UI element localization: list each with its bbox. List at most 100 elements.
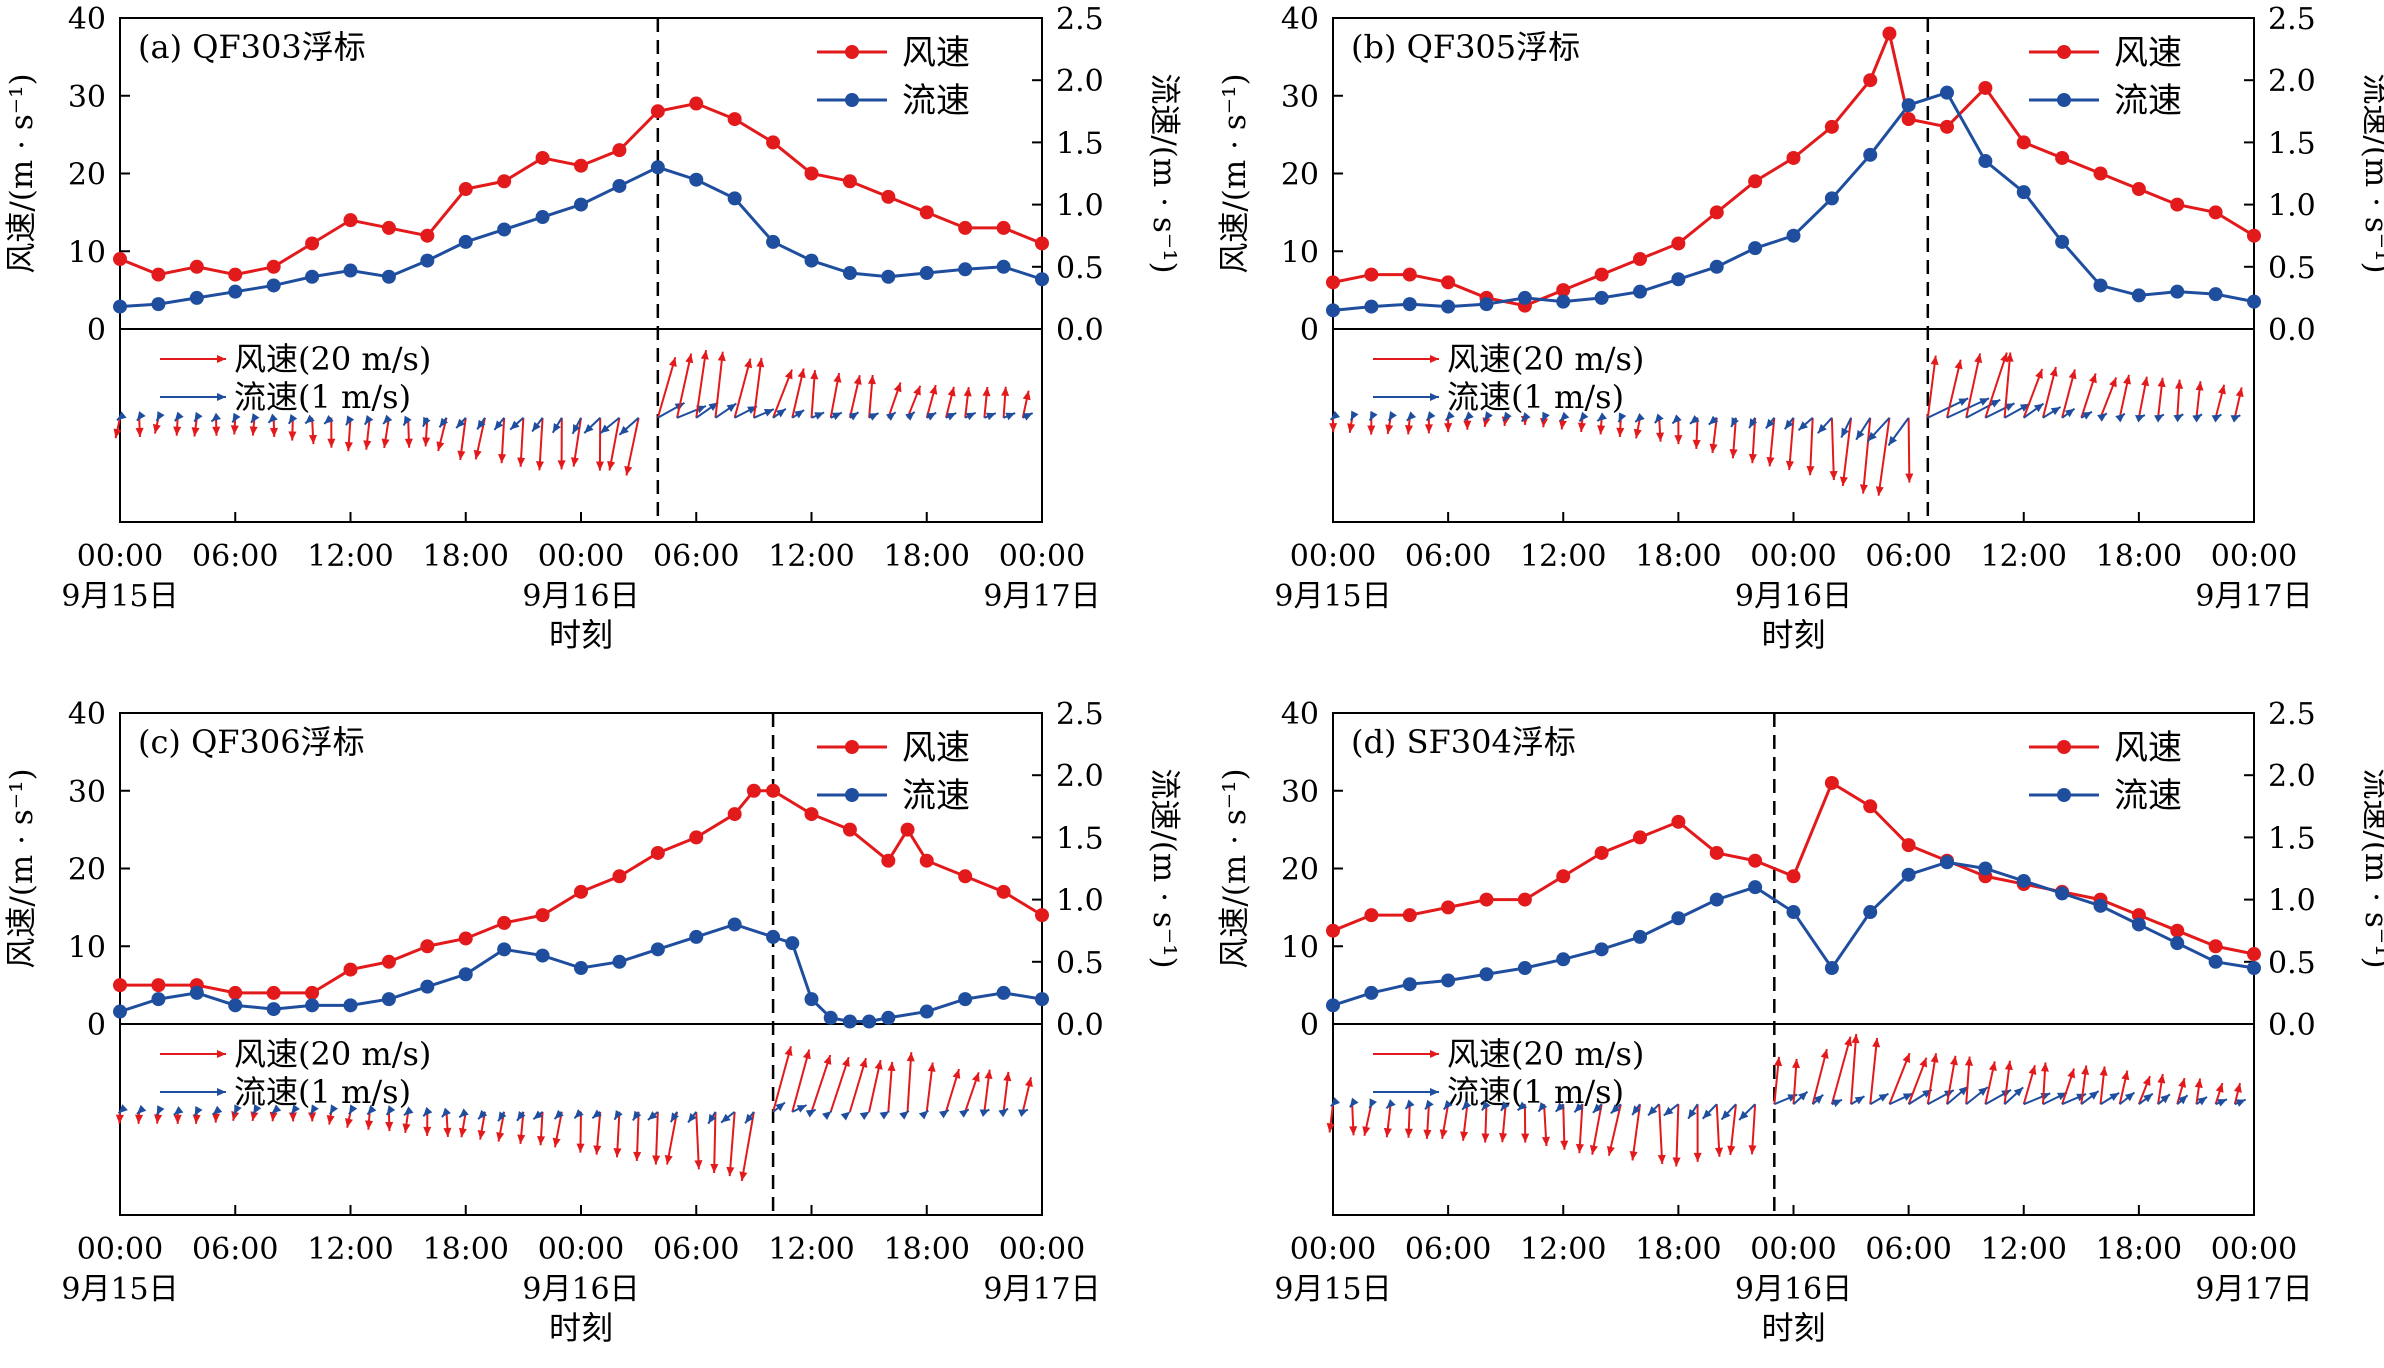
wind-speed-point [1594,267,1609,282]
current-vector-head [1022,413,1033,421]
y-right-tick-label: 0.0 [1056,313,1104,348]
y-left-tick-label: 20 [68,853,106,888]
wind-vector-head [1326,1123,1335,1133]
current-vector-head [2143,1093,2153,1103]
x-tick-label: 00:00 [538,1232,624,1267]
wind-vector-head [1349,1126,1358,1136]
current-speed-point [1863,905,1878,920]
wind-vector-head [288,1112,297,1122]
x-tick-label: 18:00 [423,539,509,574]
wind-speed-point [1824,119,1839,134]
wind-speed-point [497,915,512,930]
wind-vector-head [593,1145,602,1155]
y-right-tick-label: 1.5 [1056,126,1104,161]
current-vector-head [456,418,466,429]
wind-vector [1809,417,1814,476]
wind-vector-head [1905,473,1914,483]
wind-vector-head [1954,359,1963,370]
current-speed-point [919,1004,934,1019]
current-vector-head [532,421,541,432]
current-vector-head [1350,410,1359,421]
wind-vector-head [2175,379,2184,389]
wind-speed-point [2208,205,2223,220]
wind-vector [772,1046,792,1113]
current-speed-point [1748,241,1763,256]
wind-vector-head [1839,476,1848,486]
wind-vector [728,1111,736,1177]
wind-speed-point [612,143,627,158]
current-vector-legend-arrow-head [1430,1087,1439,1097]
wind-vector-head [2035,369,2043,379]
current-speed-point [650,942,665,957]
current-speed-point [823,1010,838,1025]
wind-vector-head [173,426,182,436]
wind-vector-head [2195,381,2204,391]
wind-vector-head [613,1148,622,1158]
wind-speed-point [1556,869,1571,884]
current-vector-head [1867,431,1877,442]
current-speed-point [2170,936,2185,951]
wind-vector-head [385,1121,394,1132]
wind-vector [1946,359,1962,419]
wind-vector-head [710,1163,719,1174]
wind-vector-head [1988,1061,1997,1072]
panel-c: 0 10 20 30 40 0.0 0.5 1.0 1.5 2.0 2.5 风速/(m · s⁻¹) 流… [4,697,1182,1347]
current-vector-head [1708,415,1719,425]
current-speed-point [1824,191,1839,206]
wind-vector [733,358,752,419]
current-speed-point [381,269,396,284]
y-left-tick-label: 10 [1281,930,1319,965]
y-right-tick-label: 2.5 [1056,697,1104,732]
wind-vector-head [1424,424,1433,434]
current-vector-head [2235,1099,2246,1107]
wind-speed-point [1035,908,1049,923]
wind-vector-head [739,1171,748,1181]
current-speed-point [228,284,243,299]
current-vector-head [1979,398,1990,406]
wind-vector-head [1463,420,1472,430]
current-vector-head [1798,1091,1808,1101]
wind-vector-head [810,370,819,380]
current-speed-point [1517,961,1532,976]
wind-speed-point [1364,908,1379,923]
current-speed-point [2016,185,2031,200]
current-speed-point [2093,278,2108,293]
current-vector-head [1349,1097,1359,1108]
wind-vector-head [192,1114,201,1124]
wind-vector-head [1672,1157,1681,1167]
current-vector-head [346,415,355,426]
current-vector-head [459,1108,469,1118]
current-vector-head [1579,411,1589,422]
y-right-tick-label: 0.5 [1056,946,1104,981]
wind-vector-head [1693,1152,1702,1162]
current-vector-head [1369,1098,1377,1109]
current-vector-head [494,420,504,430]
y-right-axis-title: 流速/(m · s⁻¹) [2358,73,2384,273]
wind-vector-head [1844,1036,1853,1047]
wind-vector-legend-arrow-head [217,1049,226,1059]
current-vector-head [1386,1099,1396,1109]
current-vector-head [2115,413,2125,423]
wind-vector [625,417,640,476]
current-vector-legend-label: 流速(1 m/s) [1447,1073,1624,1111]
wind-speed-point [381,954,396,969]
y-right-tick-label: 0.5 [2268,251,2316,286]
wind-vector-head [423,1126,432,1136]
wind-vector-head [211,1113,221,1123]
wind-speed-point [1364,267,1379,282]
current-vector-head [232,412,241,423]
wind-speed-point [1479,892,1494,907]
current-vector-head [1749,418,1758,429]
wind-vector [829,1056,850,1113]
current-vector-head [959,1109,969,1118]
current-speed-point [497,942,512,957]
legend-label: 风速 [2114,728,2182,768]
current-vector-head [2004,403,2015,411]
wind-vector-head [853,375,862,385]
wind-vector-head [576,1143,585,1153]
current-vector-head [386,1105,396,1115]
wind-vector-head [1727,1145,1736,1155]
wind-speed-point [1594,845,1609,860]
wind-vector-head [595,461,604,471]
current-vector-head [349,1104,358,1115]
